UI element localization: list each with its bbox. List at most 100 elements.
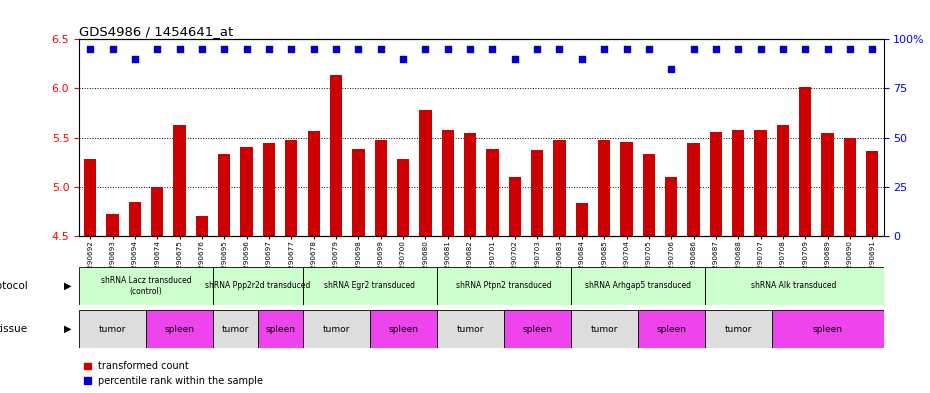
Bar [504,310,571,348]
Point [843,46,857,52]
Bar [84,159,97,236]
Text: shRNA Ptpn2 transduced: shRNA Ptpn2 transduced [456,281,551,290]
Text: spleen: spleen [657,325,686,334]
Bar [571,310,638,348]
Bar [375,141,387,236]
Bar [174,125,186,236]
Point [597,46,612,52]
Text: tumor: tumor [591,325,618,334]
Point [239,46,254,52]
Bar [330,75,342,236]
Text: shRNA Arhgap5 transduced: shRNA Arhgap5 transduced [585,281,691,290]
Point [575,56,590,62]
Bar [151,187,164,236]
Text: GDS4986 / 1454641_at: GDS4986 / 1454641_at [79,25,233,38]
Bar [106,214,119,236]
Bar [576,204,588,236]
Point [642,46,657,52]
Bar [369,310,436,348]
Bar [509,177,521,236]
Point [753,46,768,52]
Bar [352,149,365,236]
Bar [799,88,812,236]
Bar [486,149,498,236]
Point [217,46,232,52]
Point [709,46,724,52]
Bar [705,267,884,305]
Text: protocol: protocol [0,281,28,291]
Point [194,46,209,52]
Point [105,46,120,52]
Text: spleen: spleen [388,325,418,334]
Point [619,46,634,52]
Bar [258,310,302,348]
Point [150,46,165,52]
Bar [196,216,208,236]
Text: shRNA Ppp2r2d transduced: shRNA Ppp2r2d transduced [206,281,311,290]
Bar [638,310,705,348]
Text: spleen: spleen [165,325,194,334]
Bar [571,267,705,305]
Point [820,46,835,52]
Bar [620,142,632,236]
Point [172,46,187,52]
Point [395,56,410,62]
Bar [643,154,655,236]
Bar [419,110,432,236]
Text: tumor: tumor [724,325,752,334]
Bar [146,310,213,348]
Bar [436,267,571,305]
Bar [844,138,857,236]
Bar [598,140,610,236]
Point [865,46,880,52]
Bar [79,310,146,348]
Bar [553,140,565,236]
Point [530,46,545,52]
Legend: transformed count, percentile rank within the sample: transformed count, percentile rank withi… [84,361,263,386]
Bar [464,133,476,236]
Bar [128,202,141,236]
Point [731,46,746,52]
Text: spleen: spleen [813,325,843,334]
Bar [397,159,409,236]
Bar [79,267,213,305]
Text: tumor: tumor [323,325,350,334]
Text: shRNA Alk transduced: shRNA Alk transduced [751,281,837,290]
Bar [219,154,231,236]
Bar [241,147,253,236]
Point [328,46,343,52]
Text: ▶: ▶ [64,324,72,334]
Point [776,46,790,52]
Bar [821,133,834,236]
Text: spleen: spleen [522,325,552,334]
Text: tumor: tumor [221,325,249,334]
Point [127,56,142,62]
Bar [213,267,302,305]
Bar [442,130,454,236]
Bar [777,125,789,236]
Text: shRNA Egr2 transduced: shRNA Egr2 transduced [324,281,415,290]
Point [686,46,701,52]
Point [462,46,477,52]
Bar [710,132,722,236]
Point [440,46,455,52]
Bar [866,151,879,236]
Text: shRNA Lacz transduced
(control): shRNA Lacz transduced (control) [100,276,192,296]
Bar [213,310,258,348]
Bar [263,143,275,236]
Bar [754,130,766,236]
Point [798,46,813,52]
Bar [302,310,369,348]
Point [418,46,432,52]
Text: tumor: tumor [457,325,484,334]
Bar [665,177,677,236]
Text: tumor: tumor [99,325,126,334]
Point [261,46,276,52]
Point [83,46,98,52]
Bar [308,130,320,236]
Point [485,46,500,52]
Point [552,46,567,52]
Text: ▶: ▶ [64,281,72,291]
Point [373,46,388,52]
Bar [436,310,504,348]
